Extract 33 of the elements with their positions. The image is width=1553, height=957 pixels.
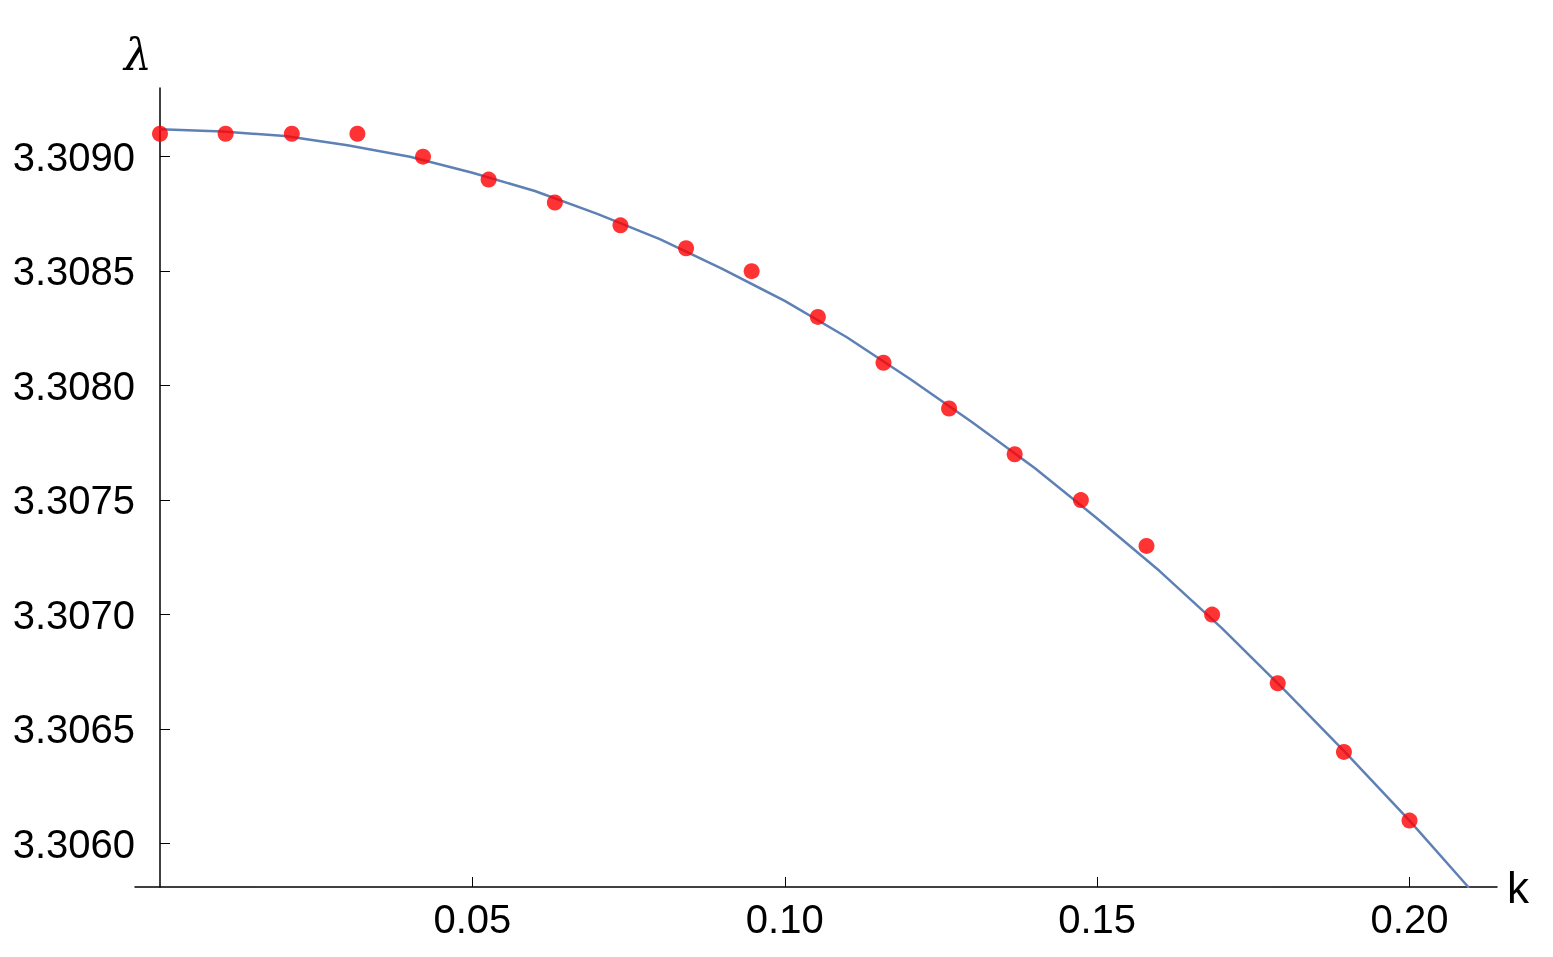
- point: [1006, 446, 1023, 463]
- point: [349, 125, 366, 142]
- x-tick-label: 0.10: [745, 897, 824, 941]
- y-tick-label: 3.3085: [12, 249, 135, 294]
- x-tick-label: 0.05: [433, 897, 512, 941]
- point: [152, 125, 168, 142]
- point: [875, 354, 892, 371]
- point: [283, 125, 300, 142]
- y-tick-label: 3.3065: [12, 707, 135, 752]
- point: [809, 308, 826, 325]
- x-axis-title: k: [1507, 862, 1530, 912]
- y-axis-title: λ: [122, 28, 152, 80]
- point: [941, 400, 958, 417]
- point: [546, 194, 563, 211]
- y-tick-label: 3.3060: [12, 821, 135, 866]
- point: [480, 171, 497, 188]
- point: [743, 263, 760, 280]
- point: [1335, 743, 1352, 760]
- point: [217, 125, 234, 142]
- point: [678, 240, 695, 257]
- x-tick-label: 0.15: [1058, 897, 1137, 941]
- x-tick-label: 0.20: [1370, 897, 1449, 941]
- point: [612, 217, 629, 234]
- y-tick-label: 3.3080: [12, 363, 135, 408]
- y-tick-label: 3.3090: [12, 134, 135, 179]
- point: [1269, 675, 1286, 692]
- point: [415, 148, 432, 165]
- point: [1072, 492, 1089, 509]
- y-tick-label: 3.3075: [12, 478, 135, 523]
- y-tick-label: 3.3070: [12, 592, 135, 637]
- point: [1204, 606, 1221, 623]
- point: [1401, 812, 1418, 829]
- point: [1138, 537, 1155, 554]
